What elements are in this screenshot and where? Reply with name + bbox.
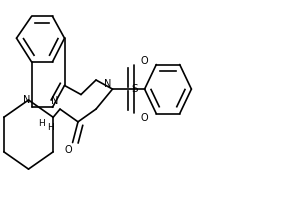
Text: O: O — [140, 56, 148, 66]
Text: O: O — [64, 145, 72, 155]
Text: H: H — [38, 119, 44, 128]
Text: N: N — [51, 96, 59, 106]
Text: H: H — [47, 123, 53, 132]
Text: N: N — [22, 95, 30, 105]
Text: O: O — [140, 113, 148, 123]
Text: N: N — [103, 79, 111, 89]
Text: S: S — [132, 84, 138, 94]
